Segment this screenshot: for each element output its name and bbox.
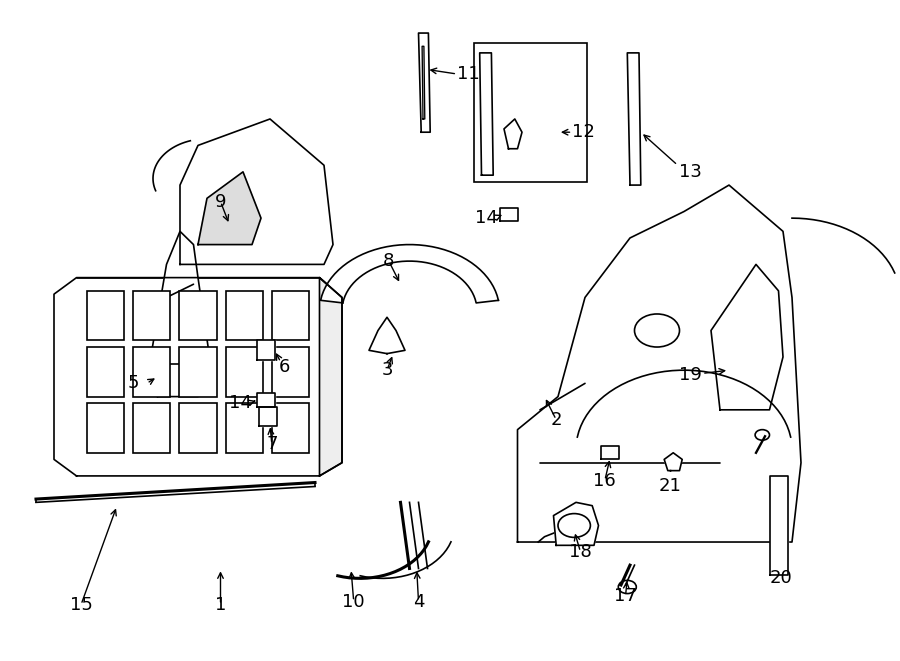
- Polygon shape: [369, 317, 405, 354]
- Text: 6: 6: [279, 358, 290, 376]
- Text: 11: 11: [456, 65, 480, 83]
- Bar: [179, 403, 217, 453]
- Polygon shape: [418, 33, 430, 132]
- Bar: [272, 403, 309, 453]
- Bar: [133, 403, 170, 453]
- Polygon shape: [711, 264, 783, 410]
- Polygon shape: [198, 172, 261, 245]
- Polygon shape: [256, 393, 274, 407]
- Text: 14: 14: [474, 209, 498, 227]
- Text: 21: 21: [659, 477, 682, 495]
- Bar: [272, 347, 309, 397]
- Bar: [226, 347, 263, 397]
- Polygon shape: [259, 407, 277, 426]
- Text: 17: 17: [614, 587, 637, 605]
- Text: 1: 1: [215, 596, 226, 614]
- Bar: [179, 291, 217, 340]
- Text: 12: 12: [572, 123, 595, 141]
- Text: 5: 5: [128, 374, 139, 393]
- Text: 14: 14: [229, 394, 252, 412]
- Bar: [226, 291, 263, 340]
- Bar: [272, 291, 309, 340]
- Text: 16: 16: [593, 471, 616, 490]
- Bar: [474, 43, 587, 182]
- Text: 20: 20: [770, 569, 793, 588]
- Bar: [87, 291, 124, 340]
- Text: 9: 9: [215, 192, 226, 211]
- Bar: [133, 291, 170, 340]
- Polygon shape: [500, 208, 518, 221]
- Polygon shape: [504, 119, 522, 149]
- Text: 3: 3: [382, 361, 392, 379]
- Text: 15: 15: [69, 596, 93, 614]
- Polygon shape: [320, 245, 499, 303]
- Polygon shape: [180, 119, 333, 264]
- Bar: [133, 347, 170, 397]
- Polygon shape: [518, 185, 801, 542]
- Text: 4: 4: [413, 592, 424, 611]
- Bar: [226, 403, 263, 453]
- Polygon shape: [480, 53, 493, 175]
- Text: 13: 13: [679, 163, 702, 181]
- Polygon shape: [148, 231, 211, 397]
- Text: 19: 19: [679, 366, 702, 385]
- Polygon shape: [256, 340, 274, 360]
- Polygon shape: [54, 278, 342, 476]
- Bar: [87, 403, 124, 453]
- Polygon shape: [601, 446, 619, 459]
- Polygon shape: [770, 476, 788, 575]
- Bar: [179, 347, 217, 397]
- Polygon shape: [320, 278, 342, 476]
- Polygon shape: [664, 453, 682, 471]
- Text: 8: 8: [383, 252, 394, 270]
- Text: 10: 10: [342, 592, 365, 611]
- Text: 2: 2: [551, 410, 562, 429]
- Text: 18: 18: [569, 543, 592, 561]
- Circle shape: [634, 314, 680, 347]
- Bar: [87, 347, 124, 397]
- Polygon shape: [554, 502, 598, 545]
- Polygon shape: [627, 53, 641, 185]
- Text: 7: 7: [266, 435, 277, 453]
